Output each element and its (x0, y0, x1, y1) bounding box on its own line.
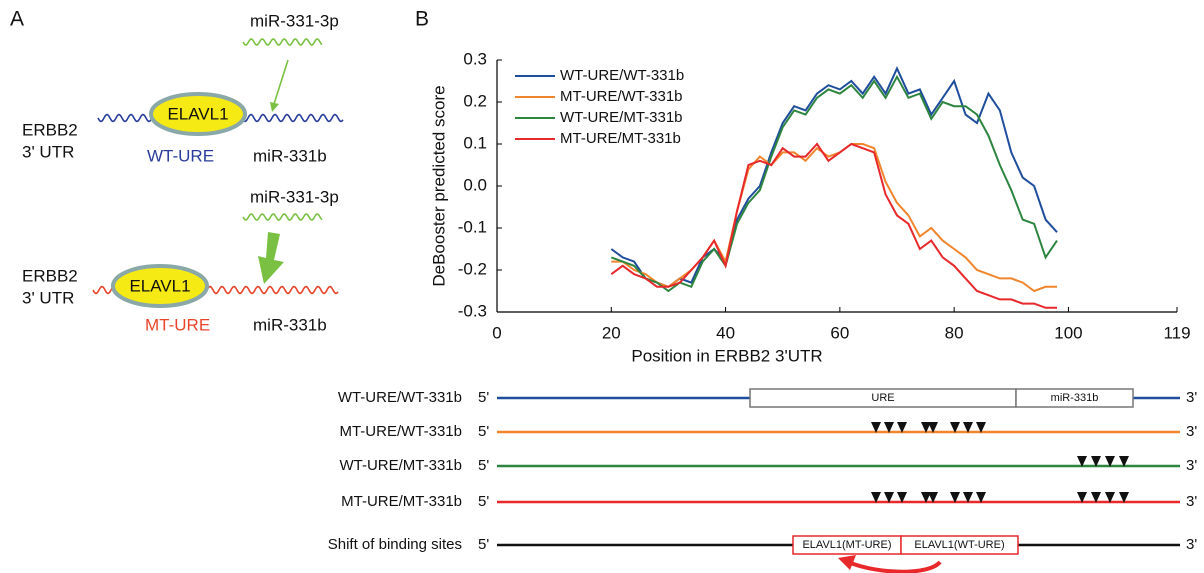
mutation-marker (950, 492, 960, 503)
panel-label: A (10, 8, 24, 31)
y-tick-label: -0.3 (458, 301, 487, 320)
gene-label: 3' UTR (22, 288, 74, 307)
x-tick-label: 0 (492, 323, 501, 342)
gene-label: ERBB2 (22, 120, 78, 139)
site-label: miR-331b (253, 146, 327, 165)
y-tick-label: -0.1 (458, 217, 487, 236)
mutation-marker (928, 422, 938, 433)
legend-label: WT-URE/MT-331b (560, 109, 683, 126)
ure-label: MT-URE (145, 315, 210, 334)
y-tick-label: 0.3 (463, 49, 487, 68)
protein (111, 264, 209, 308)
mutation-marker (897, 422, 907, 433)
track-3prime: 3' (1186, 389, 1197, 406)
binding-arrow (258, 232, 284, 284)
track-5prime: 5' (478, 389, 489, 406)
track-5prime: 5' (478, 457, 489, 474)
x-tick-label: 80 (945, 323, 964, 342)
y-tick-label: -0.2 (458, 259, 487, 278)
mutation-marker (1105, 492, 1115, 503)
series-line (610, 142, 1057, 309)
mutation-marker (1077, 456, 1087, 467)
x-tick-label: 60 (830, 323, 849, 342)
track-label: WT-URE/MT-331b (339, 457, 462, 474)
mutation-marker (1105, 456, 1115, 467)
track-5prime: 5' (478, 423, 489, 440)
x-tick-label: 100 (1054, 323, 1082, 342)
x-tick-label: 119 (1163, 323, 1190, 342)
track-label: MT-URE/MT-331b (341, 493, 462, 510)
mutation-marker (928, 492, 938, 503)
track-3prime: 3' (1186, 423, 1197, 440)
legend-label: WT-URE/WT-331b (560, 67, 684, 84)
mutation-marker (950, 422, 960, 433)
x-tick-label: 40 (716, 323, 735, 342)
mirna-strand (242, 38, 323, 46)
track-5prime: 5' (478, 493, 489, 510)
region-label: miR-331b (1051, 392, 1099, 404)
mutation-marker (963, 492, 973, 503)
protein-label: ELAVL1 (167, 104, 228, 123)
track-label: MT-URE/WT-331b (339, 423, 462, 440)
x-tick-label: 20 (602, 323, 621, 342)
track-3prime: 3' (1186, 457, 1197, 474)
mirna-label: miR-331-3p (250, 11, 339, 30)
mutation-marker (1119, 492, 1129, 503)
legend-label: MT-URE/WT-331b (560, 88, 683, 105)
mutation-marker (897, 492, 907, 503)
shift-arrow-head (838, 555, 856, 570)
track-3prime: 3' (1186, 493, 1197, 510)
gene-label: ERBB2 (22, 266, 78, 285)
series-line (610, 74, 1058, 293)
track-3prime: 3' (1186, 536, 1197, 553)
mirna-label: miR-331-3p (250, 187, 339, 206)
mutation-marker (976, 422, 986, 433)
gene-label: 3' UTR (22, 142, 74, 161)
y-tick-label: 0.0 (463, 175, 487, 194)
protein (149, 92, 247, 136)
mutation-marker (921, 492, 931, 503)
track-5prime: 5' (478, 536, 489, 553)
binding-arrow-head (270, 102, 279, 112)
mutation-marker (871, 492, 881, 503)
y-axis-label: DeBooster predicted score (429, 85, 448, 286)
series-line (610, 65, 1058, 288)
protein-label: ELAVL1 (129, 276, 190, 295)
y-tick-label: 0.1 (463, 133, 487, 152)
binding-label: ELAVL1(MT-URE) (802, 539, 891, 551)
x-axis-label: Position in ERBB2 3'UTR (631, 346, 822, 365)
ure-label: WT-URE (147, 146, 214, 165)
mutation-marker (921, 422, 931, 433)
mutation-marker (1091, 456, 1101, 467)
track-label: WT-URE/WT-331b (338, 389, 462, 406)
mutation-marker (884, 422, 894, 433)
track-label: Shift of binding sites (328, 536, 462, 553)
shift-arrow (847, 560, 942, 573)
mutation-marker (871, 422, 881, 433)
region-label: URE (871, 392, 894, 404)
y-tick-label: 0.2 (463, 91, 487, 110)
region-box (1015, 388, 1134, 408)
mutation-marker (976, 492, 986, 503)
mutation-marker (963, 422, 973, 433)
mutation-marker (1119, 456, 1129, 467)
series-line (611, 143, 1057, 293)
mutation-marker (884, 492, 894, 503)
mutation-marker (1077, 492, 1087, 503)
binding-arrow (273, 59, 289, 105)
binding-box (900, 535, 1019, 555)
mirna-strand (242, 213, 323, 221)
site-label: miR-331b (253, 315, 327, 334)
panel-label: B (415, 8, 429, 31)
binding-label: ELAVL1(WT-URE) (914, 539, 1004, 551)
legend-label: MT-URE/MT-331b (560, 130, 681, 147)
mutation-marker (1091, 492, 1101, 503)
